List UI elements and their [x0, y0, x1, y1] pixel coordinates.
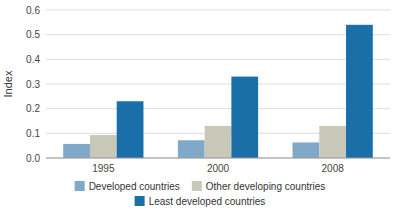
- x-tick-label: 2008: [322, 163, 345, 174]
- x-tick-label: 2000: [207, 163, 230, 174]
- y-tick-label: 0.3: [26, 79, 40, 90]
- x-axis: 1995 2000 2008: [46, 158, 390, 174]
- legend-item: Least developed countries: [135, 196, 266, 207]
- bar: [178, 140, 205, 158]
- y-axis-label: Index: [2, 70, 14, 97]
- bar: [90, 135, 117, 158]
- grid-line: [46, 108, 390, 109]
- bar: [63, 144, 90, 158]
- y-tick-label: 0.6: [26, 5, 40, 16]
- grid-line: [46, 34, 390, 35]
- legend: Developed countries Other developing coun…: [75, 181, 326, 207]
- legend-label: Other developing countries: [206, 181, 326, 192]
- y-tick-label: 0.2: [26, 103, 40, 114]
- grid-line: [46, 158, 390, 159]
- bar: [319, 126, 346, 158]
- bars: [63, 25, 373, 158]
- legend-label: Least developed countries: [149, 196, 266, 207]
- y-axis: 0.0 0.1 0.2 0.3 0.4 0.5 0.6: [26, 5, 390, 164]
- x-axis-line: [46, 158, 390, 159]
- legend-label: Developed countries: [89, 181, 180, 192]
- grid-line: [46, 59, 390, 60]
- y-tick-label: 0.0: [26, 153, 40, 164]
- legend-item: Other developing countries: [192, 181, 326, 192]
- x-tick-label: 1995: [92, 163, 115, 174]
- y-tick-label: 0.4: [26, 54, 40, 65]
- y-tick-label: 0.5: [26, 29, 40, 40]
- chart: Developed countries Other developing coun…: [0, 0, 400, 212]
- bar: [346, 25, 373, 158]
- bar: [293, 142, 320, 158]
- bar: [117, 101, 144, 158]
- grid-line: [46, 84, 390, 85]
- legend-swatch: [192, 181, 202, 191]
- bar: [205, 126, 232, 158]
- grid-line: [46, 10, 390, 11]
- legend-item: Developed countries: [75, 181, 180, 192]
- legend-swatch: [75, 181, 85, 191]
- y-tick-label: 0.1: [26, 128, 40, 139]
- legend-swatch: [135, 196, 145, 206]
- bar: [231, 77, 258, 158]
